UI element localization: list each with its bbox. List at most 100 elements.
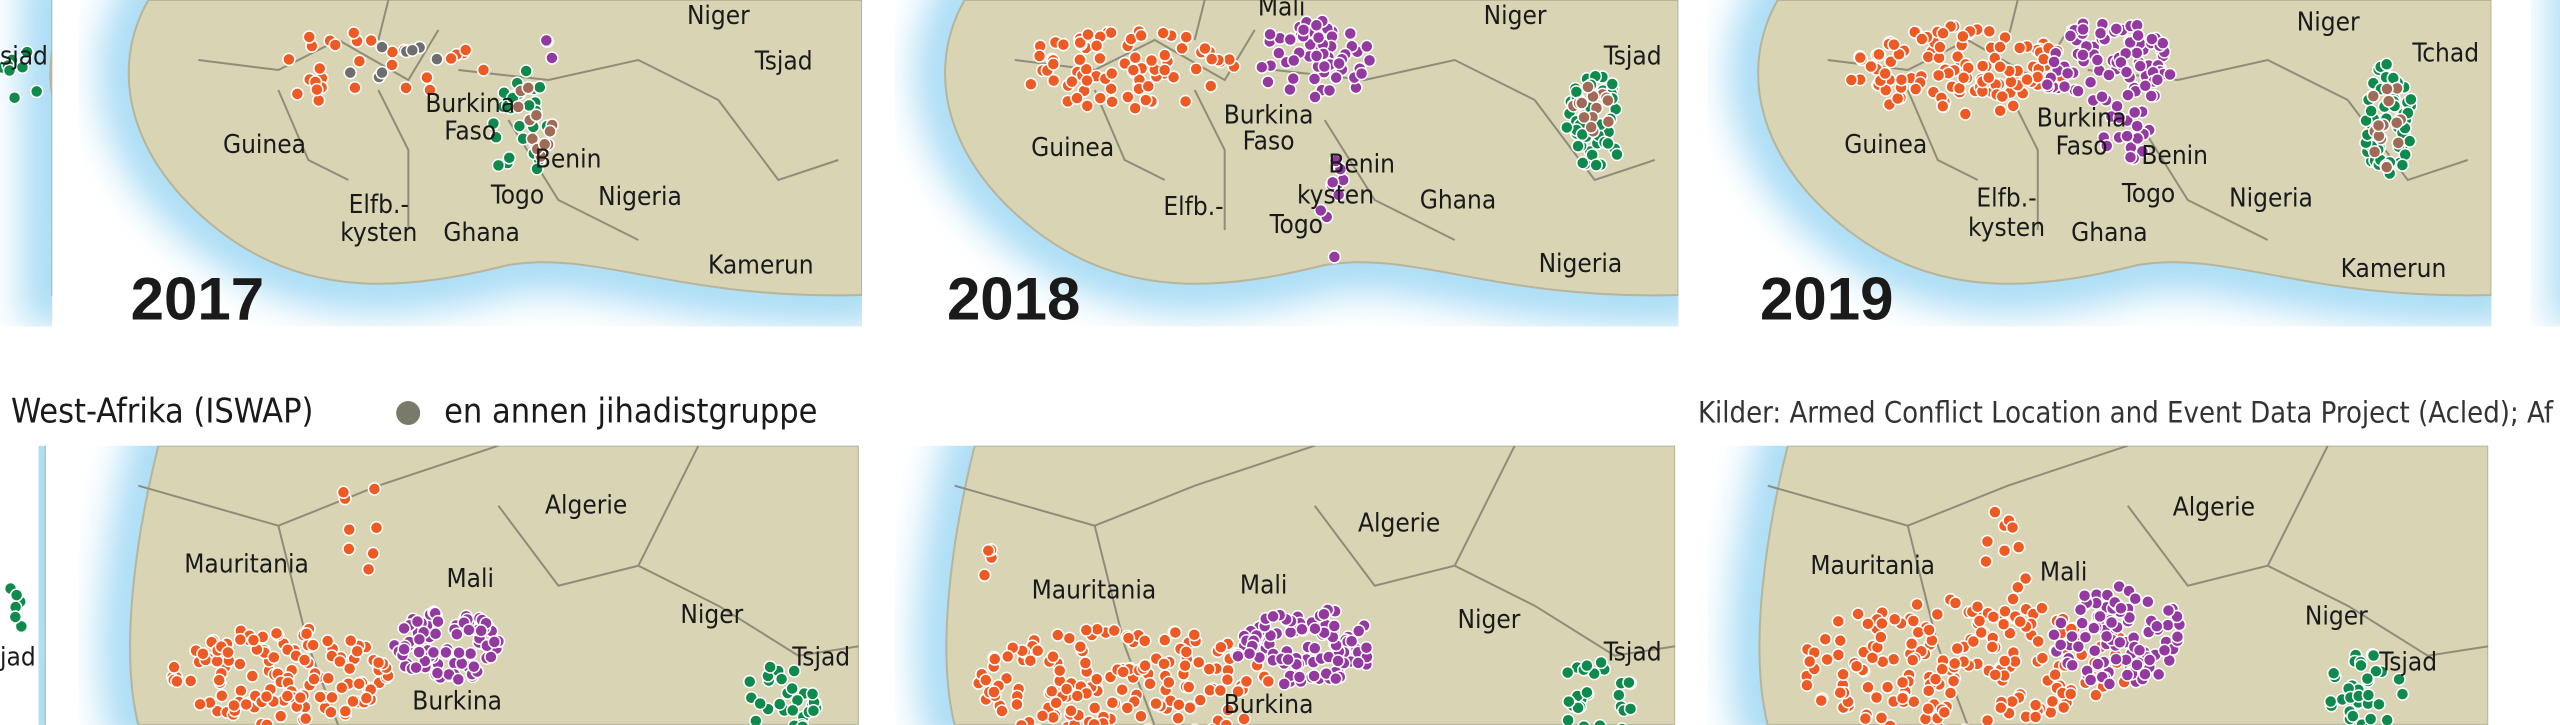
event-dot [511, 100, 525, 114]
event-dot [545, 51, 559, 65]
event-dot [1272, 46, 1286, 60]
event-dot [1120, 701, 1135, 715]
event-dot [2005, 520, 2020, 535]
border [2266, 445, 2329, 567]
event-dot [2093, 26, 2108, 40]
country-label: Niger [2305, 602, 2368, 632]
event-dot [1087, 717, 1101, 725]
legend-label: West-Afrika (ISWAP) [11, 392, 313, 432]
event-dot [1836, 667, 1850, 682]
event-dot [1878, 66, 1892, 81]
event-dot [805, 687, 820, 701]
event-dot [273, 709, 288, 723]
event-dot [1295, 622, 1309, 637]
event-dot [785, 703, 800, 718]
border [497, 505, 719, 607]
event-dot [502, 151, 517, 165]
border [1767, 445, 2129, 527]
event-dot [530, 162, 544, 176]
event-dot [2065, 658, 2080, 672]
event-dot [1833, 685, 1847, 700]
event-dot [1865, 651, 1880, 665]
event-dot [1905, 653, 1920, 667]
event-dot [2063, 29, 2078, 43]
event-dot [246, 633, 261, 647]
event-dot [1985, 640, 2000, 654]
country-label: Niger [2297, 7, 2360, 37]
event-dot [1317, 607, 1331, 621]
event-dot [320, 634, 335, 648]
event-dot [1950, 641, 1965, 656]
event-dot [2099, 629, 2114, 644]
event-dot [1311, 30, 1326, 45]
event-dot [1820, 652, 1834, 667]
event-dot [988, 652, 1002, 666]
event-dot [1032, 49, 1047, 63]
event-dot [2363, 712, 2378, 725]
event-dot [1853, 50, 1868, 65]
event-dot [1053, 663, 1067, 678]
event-dot [2138, 79, 2153, 93]
event-dot [2087, 621, 2101, 635]
event-dot [1178, 94, 1193, 109]
event-dot [2130, 119, 2144, 133]
event-dot [1584, 120, 1598, 134]
event-dot [1309, 49, 1324, 63]
event-dot [2113, 635, 2127, 650]
event-dot [2020, 72, 2034, 87]
event-dot [269, 626, 284, 641]
event-dot [787, 664, 801, 678]
event-dot [1242, 646, 1257, 661]
event-dot [2053, 638, 2068, 652]
event-dot [1802, 654, 1817, 669]
event-dot [2367, 145, 2382, 159]
event-dot [212, 673, 226, 687]
event-dot [1308, 90, 1322, 104]
event-dot [2102, 677, 2117, 691]
event-dot [1307, 669, 1321, 683]
country-label: Faso [2056, 131, 2108, 161]
event-dot [2381, 94, 2396, 108]
event-dot [753, 696, 767, 711]
country-label: Ghana [1420, 185, 1496, 215]
event-dot [2128, 591, 2143, 606]
event-dot [1035, 709, 1050, 723]
border [277, 89, 349, 181]
event-dot [1139, 93, 1153, 107]
event-dot [385, 58, 399, 72]
event-dot [2054, 616, 2068, 630]
event-dot [1906, 614, 1921, 628]
event-dot [215, 689, 229, 703]
event-dot [1577, 719, 1591, 725]
event-dot [1601, 136, 1615, 151]
event-dot [1010, 697, 1024, 712]
border [2126, 505, 2349, 607]
event-dot [450, 627, 464, 641]
event-dot [476, 63, 491, 77]
event-dot [410, 614, 425, 629]
event-dot [2109, 652, 2123, 666]
event-dot [1286, 71, 1300, 86]
event-dot [1864, 59, 1878, 74]
event-dot [1023, 653, 1038, 668]
event-dot [1571, 701, 1585, 715]
event-dot [324, 705, 338, 720]
event-dot [1886, 652, 1901, 667]
event-dot [1266, 609, 1280, 624]
event-dot [1332, 56, 1346, 71]
event-dot [1327, 250, 1342, 264]
event-dot [1045, 684, 1059, 698]
event-dot [2047, 628, 2061, 642]
event-dot [328, 38, 342, 52]
event-dot [2028, 698, 2043, 712]
event-dot [307, 672, 321, 686]
event-dot [2391, 136, 2406, 150]
event-dot [979, 673, 993, 687]
event-dot [1179, 645, 1194, 659]
country-label: Niger [687, 1, 750, 31]
event-dot [1080, 73, 1094, 88]
event-dot [2003, 626, 2017, 641]
event-dot [313, 690, 327, 704]
event-dot [1078, 656, 1093, 670]
